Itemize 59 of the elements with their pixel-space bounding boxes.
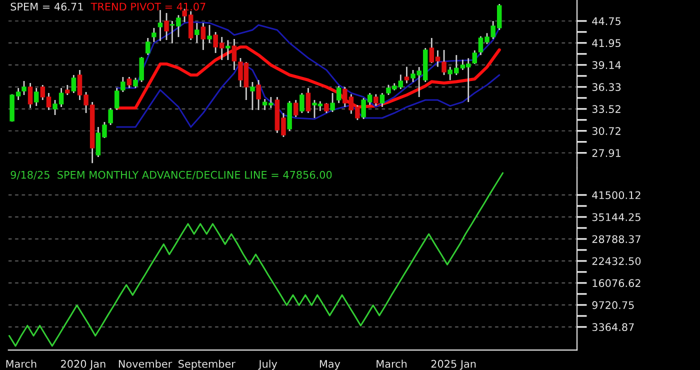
candlestick: [232, 38, 237, 71]
candlestick: [126, 76, 132, 89]
y-tick-label: 30.72: [592, 127, 620, 135]
x-tick-label: 2025 Jan: [431, 360, 476, 370]
candlestick: [250, 81, 255, 111]
chart-title: 9/18/25 SPEM MONTHLY ADVANCE/DECLINE LINE = 47856.00: [10, 170, 332, 180]
y-tick-label: 41.95: [592, 39, 621, 48]
x-tick-label: March: [6, 360, 36, 368]
candlestick: [65, 84, 70, 96]
candlestick: [324, 102, 329, 114]
candlestick: [226, 39, 230, 61]
x-tick-label: 2020 Jan: [61, 360, 106, 370]
y-tick-label: 39.14: [592, 61, 621, 70]
candlestick: [380, 92, 385, 108]
y-tick-label: 28788.37: [592, 235, 640, 244]
x-tick-label: March: [376, 360, 407, 368]
y-tick-label: 27.91: [592, 149, 620, 157]
x-tick-label: September: [178, 360, 236, 370]
y-tick-label: 16076.62: [592, 279, 640, 288]
y-tick-label: 35144.25: [592, 213, 640, 222]
candlestick: [207, 24, 212, 44]
candlestick: [442, 49, 446, 76]
candlestick: [404, 66, 410, 84]
x-tick-label: November: [118, 360, 172, 368]
candlestick: [22, 80, 26, 96]
candlestick: [120, 76, 126, 93]
candlestick: [114, 87, 120, 111]
text: TREND PIVOT = 41.07: [90, 2, 206, 11]
candlestick: [34, 87, 39, 107]
line-series: [8, 172, 504, 347]
candlestick: [300, 92, 304, 114]
candlestick: [145, 37, 150, 56]
candlestick: [200, 22, 206, 51]
candlestick: [398, 74, 404, 90]
y-tick-label: 33.52: [592, 105, 620, 114]
line-series: [116, 61, 500, 128]
candlestick: [152, 27, 156, 43]
candlestick: [293, 99, 298, 118]
x-tick-label: July: [258, 360, 278, 370]
y-tick-label: 41500.12: [592, 191, 640, 200]
candlestick: [374, 94, 378, 107]
y-tick-label: 22432.50: [592, 257, 641, 266]
chart-title: SPEM = 46.71: [10, 2, 83, 11]
y-tick-label: 3364.87: [592, 323, 634, 332]
candlestick: [158, 9, 163, 42]
candlestick: [336, 85, 342, 104]
candlestick: [108, 107, 113, 126]
candlestick: [256, 79, 261, 111]
y-tick-label: 36.33: [592, 83, 621, 92]
candlestick: [28, 82, 33, 109]
candlestick: [330, 92, 335, 113]
candlestick: [194, 22, 200, 44]
y-tick-label: 44.75: [592, 17, 621, 26]
candlestick: [71, 74, 76, 94]
y-tick-label: 9720.75: [592, 301, 634, 310]
candlestick: [164, 12, 169, 41]
candlestick: [472, 50, 478, 65]
candlestick: [306, 87, 311, 114]
x-tick-label: May: [320, 360, 340, 370]
